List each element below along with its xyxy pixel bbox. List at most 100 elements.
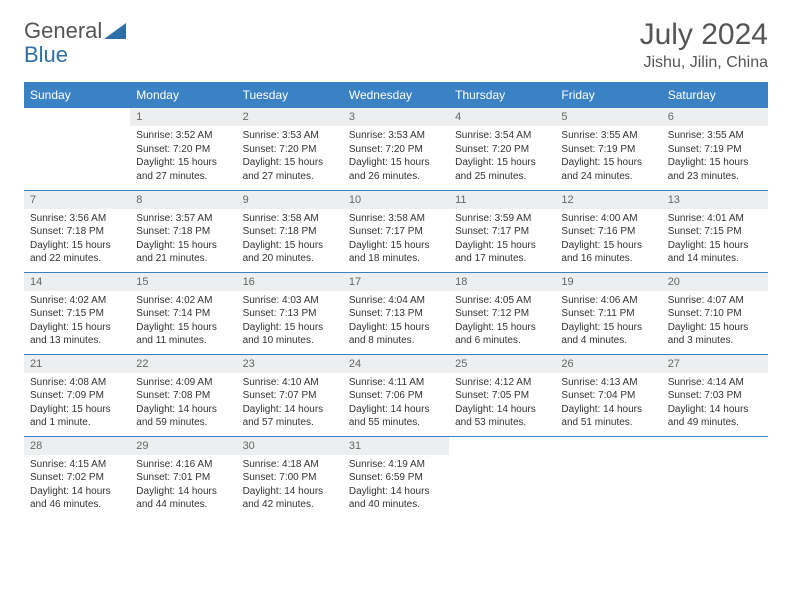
day-body: Sunrise: 3:55 AMSunset: 7:19 PMDaylight:…	[662, 126, 768, 187]
daylight-text: Daylight: 15 hours and 27 minutes.	[243, 156, 337, 183]
calendar-day: 26Sunrise: 4:13 AMSunset: 7:04 PMDayligh…	[555, 354, 661, 436]
sunset-text: Sunset: 7:04 PM	[561, 389, 655, 403]
daylight-text: Daylight: 15 hours and 21 minutes.	[136, 239, 230, 266]
day-body: Sunrise: 4:04 AMSunset: 7:13 PMDaylight:…	[343, 291, 449, 352]
sunrise-text: Sunrise: 3:55 AM	[561, 129, 655, 143]
calendar-day: 8Sunrise: 3:57 AMSunset: 7:18 PMDaylight…	[130, 190, 236, 272]
day-number: 25	[449, 355, 555, 373]
sunset-text: Sunset: 7:00 PM	[243, 471, 337, 485]
day-number: 16	[237, 273, 343, 291]
sunset-text: Sunset: 7:19 PM	[561, 143, 655, 157]
daylight-text: Daylight: 14 hours and 46 minutes.	[30, 485, 124, 512]
sunset-text: Sunset: 7:20 PM	[349, 143, 443, 157]
day-body: Sunrise: 4:09 AMSunset: 7:08 PMDaylight:…	[130, 373, 236, 434]
sunrise-text: Sunrise: 4:09 AM	[136, 376, 230, 390]
day-body: Sunrise: 4:07 AMSunset: 7:10 PMDaylight:…	[662, 291, 768, 352]
daylight-text: Daylight: 15 hours and 26 minutes.	[349, 156, 443, 183]
calendar-day: 30Sunrise: 4:18 AMSunset: 7:00 PMDayligh…	[237, 436, 343, 518]
day-number: 19	[555, 273, 661, 291]
calendar-day: 23Sunrise: 4:10 AMSunset: 7:07 PMDayligh…	[237, 354, 343, 436]
sunset-text: Sunset: 7:02 PM	[30, 471, 124, 485]
daylight-text: Daylight: 15 hours and 18 minutes.	[349, 239, 443, 266]
day-number: 18	[449, 273, 555, 291]
calendar-day: 28Sunrise: 4:15 AMSunset: 7:02 PMDayligh…	[24, 436, 130, 518]
calendar-day: 12Sunrise: 4:00 AMSunset: 7:16 PMDayligh…	[555, 190, 661, 272]
day-body: Sunrise: 4:05 AMSunset: 7:12 PMDaylight:…	[449, 291, 555, 352]
logo-text-general: General	[24, 18, 102, 44]
logo-text-blue: Blue	[24, 42, 68, 68]
sunrise-text: Sunrise: 4:07 AM	[668, 294, 762, 308]
daylight-text: Daylight: 15 hours and 14 minutes.	[668, 239, 762, 266]
day-number: 31	[343, 437, 449, 455]
calendar-day: 20Sunrise: 4:07 AMSunset: 7:10 PMDayligh…	[662, 272, 768, 354]
calendar-day	[24, 108, 130, 190]
sunrise-text: Sunrise: 4:04 AM	[349, 294, 443, 308]
day-body: Sunrise: 3:55 AMSunset: 7:19 PMDaylight:…	[555, 126, 661, 187]
daylight-text: Daylight: 15 hours and 22 minutes.	[30, 239, 124, 266]
sunset-text: Sunset: 7:09 PM	[30, 389, 124, 403]
daylight-text: Daylight: 15 hours and 24 minutes.	[561, 156, 655, 183]
daylight-text: Daylight: 15 hours and 10 minutes.	[243, 321, 337, 348]
day-body: Sunrise: 3:54 AMSunset: 7:20 PMDaylight:…	[449, 126, 555, 187]
day-number: 2	[237, 108, 343, 126]
sunset-text: Sunset: 7:18 PM	[136, 225, 230, 239]
sunrise-text: Sunrise: 3:53 AM	[349, 129, 443, 143]
calendar-day	[662, 436, 768, 518]
sunrise-text: Sunrise: 4:03 AM	[243, 294, 337, 308]
sunrise-text: Sunrise: 3:55 AM	[668, 129, 762, 143]
daylight-text: Daylight: 15 hours and 27 minutes.	[136, 156, 230, 183]
calendar-day: 27Sunrise: 4:14 AMSunset: 7:03 PMDayligh…	[662, 354, 768, 436]
day-number: 17	[343, 273, 449, 291]
daylight-text: Daylight: 15 hours and 23 minutes.	[668, 156, 762, 183]
calendar-day: 24Sunrise: 4:11 AMSunset: 7:06 PMDayligh…	[343, 354, 449, 436]
header: General July 2024 Jishu, Jilin, China	[24, 18, 768, 72]
dayname: Tuesday	[237, 82, 343, 108]
sunrise-text: Sunrise: 4:15 AM	[30, 458, 124, 472]
calendar-week: 28Sunrise: 4:15 AMSunset: 7:02 PMDayligh…	[24, 436, 768, 518]
daylight-text: Daylight: 15 hours and 8 minutes.	[349, 321, 443, 348]
day-body: Sunrise: 3:58 AMSunset: 7:17 PMDaylight:…	[343, 209, 449, 270]
sunrise-text: Sunrise: 3:53 AM	[243, 129, 337, 143]
day-body: Sunrise: 4:12 AMSunset: 7:05 PMDaylight:…	[449, 373, 555, 434]
sunrise-text: Sunrise: 3:58 AM	[349, 212, 443, 226]
sunrise-text: Sunrise: 4:00 AM	[561, 212, 655, 226]
day-number: 13	[662, 191, 768, 209]
month-title: July 2024	[640, 18, 768, 52]
dayname-row: Sunday Monday Tuesday Wednesday Thursday…	[24, 82, 768, 108]
sunset-text: Sunset: 6:59 PM	[349, 471, 443, 485]
day-body: Sunrise: 4:15 AMSunset: 7:02 PMDaylight:…	[24, 455, 130, 516]
sunrise-text: Sunrise: 4:08 AM	[30, 376, 124, 390]
calendar-day: 15Sunrise: 4:02 AMSunset: 7:14 PMDayligh…	[130, 272, 236, 354]
calendar-day: 18Sunrise: 4:05 AMSunset: 7:12 PMDayligh…	[449, 272, 555, 354]
calendar-day: 11Sunrise: 3:59 AMSunset: 7:17 PMDayligh…	[449, 190, 555, 272]
sunrise-text: Sunrise: 4:14 AM	[668, 376, 762, 390]
sunrise-text: Sunrise: 4:06 AM	[561, 294, 655, 308]
day-body: Sunrise: 4:18 AMSunset: 7:00 PMDaylight:…	[237, 455, 343, 516]
day-number: 23	[237, 355, 343, 373]
calendar-day: 25Sunrise: 4:12 AMSunset: 7:05 PMDayligh…	[449, 354, 555, 436]
day-number: 3	[343, 108, 449, 126]
day-number: 14	[24, 273, 130, 291]
calendar-day: 5Sunrise: 3:55 AMSunset: 7:19 PMDaylight…	[555, 108, 661, 190]
day-body: Sunrise: 3:53 AMSunset: 7:20 PMDaylight:…	[343, 126, 449, 187]
daylight-text: Daylight: 14 hours and 55 minutes.	[349, 403, 443, 430]
sunrise-text: Sunrise: 4:02 AM	[30, 294, 124, 308]
daylight-text: Daylight: 15 hours and 20 minutes.	[243, 239, 337, 266]
calendar-day: 3Sunrise: 3:53 AMSunset: 7:20 PMDaylight…	[343, 108, 449, 190]
day-body: Sunrise: 4:13 AMSunset: 7:04 PMDaylight:…	[555, 373, 661, 434]
sunset-text: Sunset: 7:13 PM	[243, 307, 337, 321]
day-body: Sunrise: 3:52 AMSunset: 7:20 PMDaylight:…	[130, 126, 236, 187]
calendar-day: 6Sunrise: 3:55 AMSunset: 7:19 PMDaylight…	[662, 108, 768, 190]
calendar-day: 4Sunrise: 3:54 AMSunset: 7:20 PMDaylight…	[449, 108, 555, 190]
day-body: Sunrise: 3:58 AMSunset: 7:18 PMDaylight:…	[237, 209, 343, 270]
day-number: 8	[130, 191, 236, 209]
daylight-text: Daylight: 14 hours and 59 minutes.	[136, 403, 230, 430]
daylight-text: Daylight: 14 hours and 49 minutes.	[668, 403, 762, 430]
sunrise-text: Sunrise: 4:02 AM	[136, 294, 230, 308]
sunrise-text: Sunrise: 3:59 AM	[455, 212, 549, 226]
day-number: 12	[555, 191, 661, 209]
day-number: 5	[555, 108, 661, 126]
calendar-day: 17Sunrise: 4:04 AMSunset: 7:13 PMDayligh…	[343, 272, 449, 354]
day-body: Sunrise: 4:03 AMSunset: 7:13 PMDaylight:…	[237, 291, 343, 352]
calendar-day: 13Sunrise: 4:01 AMSunset: 7:15 PMDayligh…	[662, 190, 768, 272]
